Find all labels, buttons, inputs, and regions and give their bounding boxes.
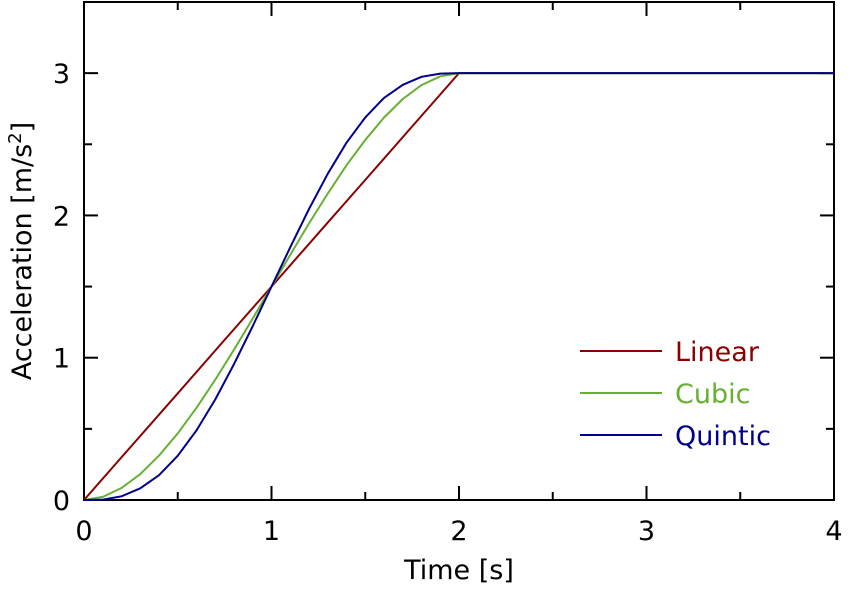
y-tick-label: 2 [53,201,70,232]
legend: Linear Cubic Quintic [580,337,771,452]
x-tick-labels: 0 1 2 3 4 [75,516,842,547]
y-tick-label: 0 [53,486,70,517]
axis-ticks [83,1,835,501]
series-line-quintic [83,72,834,501]
y-axis-title-tail: ] [7,122,38,133]
series-line-cubic [83,72,834,501]
y-axis-title-superscript: 2 [5,132,26,143]
x-tick-label: 2 [450,516,467,547]
legend-label-quintic: Quintic [675,421,771,452]
x-axis-title: Time [s] [403,555,514,586]
y-tick-labels: 0 1 2 3 [53,59,70,517]
series-lines [83,72,834,501]
y-axis-title-main: Acceleration [m/s [7,144,38,380]
y-tick-label: 1 [53,344,70,375]
y-tick-label: 3 [53,59,70,90]
x-tick-label: 0 [75,516,92,547]
y-axis-title: Acceleration [m/s2] [5,122,38,380]
series-line-linear [83,72,834,501]
x-tick-label: 1 [263,516,280,547]
x-tick-label: 4 [825,516,842,547]
x-tick-label: 3 [638,516,655,547]
legend-label-cubic: Cubic [675,379,750,410]
legend-label-linear: Linear [675,337,760,368]
